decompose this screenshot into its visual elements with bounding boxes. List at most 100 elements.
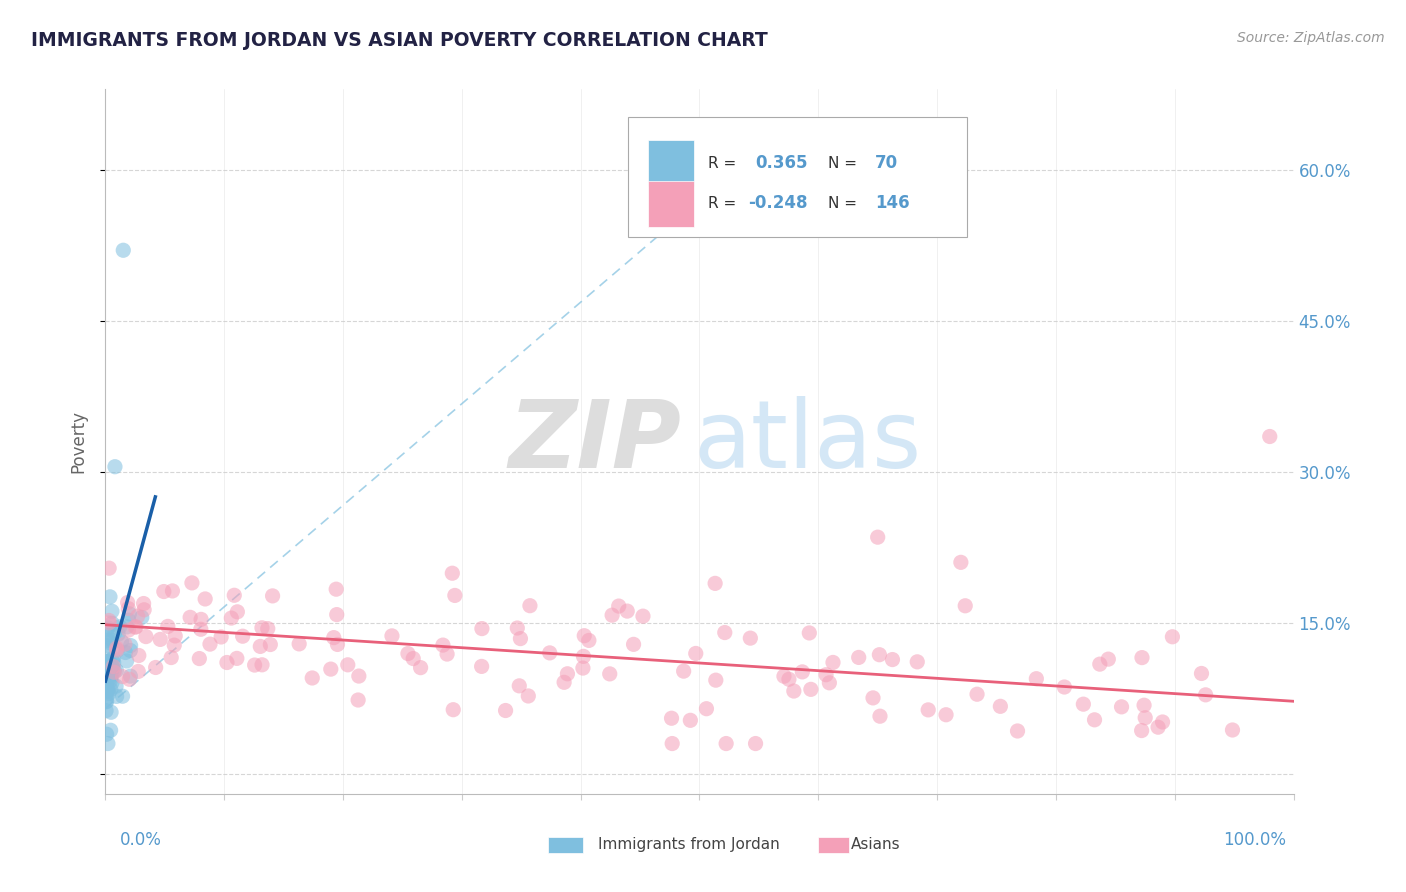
Point: [97, 633, 120, 648]
Point: [96, 661, 118, 675]
Point: [181, 575, 204, 590]
Point: [134, 603, 156, 617]
Text: IMMIGRANTS FROM JORDAN VS ASIAN POVERTY CORRELATION CHART: IMMIGRANTS FROM JORDAN VS ASIAN POVERTY …: [31, 31, 768, 50]
Point: [517, 689, 540, 703]
Text: Source: ZipAtlas.com: Source: ZipAtlas.com: [1237, 31, 1385, 45]
Point: [778, 672, 800, 686]
Point: [98, 614, 121, 628]
Point: [215, 656, 238, 670]
Point: [221, 611, 243, 625]
Point: [100, 723, 122, 738]
Point: [1111, 699, 1133, 714]
Point: [713, 625, 735, 640]
Point: [495, 704, 517, 718]
Point: [1222, 723, 1244, 737]
Point: [101, 616, 124, 631]
Point: [96, 627, 118, 641]
FancyBboxPatch shape: [628, 118, 967, 237]
Point: [1133, 698, 1156, 713]
Point: [441, 566, 464, 581]
Point: [444, 589, 467, 603]
Point: [117, 623, 139, 637]
Bar: [648, 181, 693, 227]
Point: [256, 622, 278, 636]
Point: [506, 621, 529, 635]
Point: [190, 612, 212, 626]
Point: [409, 660, 432, 674]
Point: [441, 703, 464, 717]
Point: [98, 654, 121, 668]
Point: [336, 657, 359, 672]
Point: [436, 647, 458, 661]
Point: [101, 675, 124, 690]
Point: [105, 690, 128, 704]
Point: [243, 658, 266, 673]
Point: [97, 686, 120, 700]
Point: [572, 649, 595, 664]
Point: [94, 660, 117, 674]
Text: atlas: atlas: [693, 395, 922, 488]
Point: [326, 637, 349, 651]
Point: [145, 660, 167, 674]
Point: [105, 643, 128, 657]
Point: [935, 707, 957, 722]
Point: [616, 604, 638, 618]
Point: [685, 647, 707, 661]
Point: [259, 638, 281, 652]
Point: [623, 637, 645, 651]
Point: [1161, 630, 1184, 644]
Point: [100, 682, 122, 697]
Point: [509, 632, 531, 646]
Point: [117, 595, 139, 609]
Point: [905, 655, 928, 669]
Point: [97, 641, 120, 656]
Point: [815, 667, 838, 681]
Point: [124, 620, 146, 634]
Point: [97, 621, 120, 635]
Point: [94, 695, 117, 709]
Point: [288, 637, 311, 651]
Bar: [648, 140, 693, 186]
Point: [98, 590, 121, 604]
Point: [1097, 652, 1119, 666]
Point: [96, 665, 118, 680]
Text: R =: R =: [707, 156, 737, 170]
Point: [96, 681, 118, 696]
Point: [101, 662, 124, 676]
Point: [100, 664, 122, 678]
Point: [714, 737, 737, 751]
Point: [1130, 723, 1153, 738]
Point: [104, 625, 127, 640]
Point: [96, 622, 118, 636]
Text: N =: N =: [828, 196, 856, 211]
Point: [101, 604, 124, 618]
Point: [301, 671, 323, 685]
Point: [917, 703, 939, 717]
Point: [347, 693, 370, 707]
Point: [882, 652, 904, 666]
Point: [704, 673, 727, 688]
Text: N =: N =: [828, 156, 856, 170]
Point: [672, 664, 695, 678]
Point: [96, 727, 118, 741]
Point: [98, 665, 121, 679]
Point: [1007, 723, 1029, 738]
Point: [1194, 688, 1216, 702]
Point: [162, 583, 184, 598]
Point: [661, 737, 683, 751]
Point: [105, 643, 128, 657]
Point: [572, 661, 595, 675]
Point: [100, 652, 122, 666]
Point: [96, 639, 118, 653]
Point: [127, 609, 149, 624]
Point: [96, 655, 118, 669]
Point: [103, 651, 125, 665]
Point: [104, 459, 127, 474]
Point: [744, 737, 766, 751]
Point: [347, 669, 370, 683]
Point: [153, 584, 176, 599]
Point: [679, 714, 702, 728]
Point: [118, 673, 141, 687]
Point: [105, 664, 128, 678]
Point: [117, 613, 139, 627]
